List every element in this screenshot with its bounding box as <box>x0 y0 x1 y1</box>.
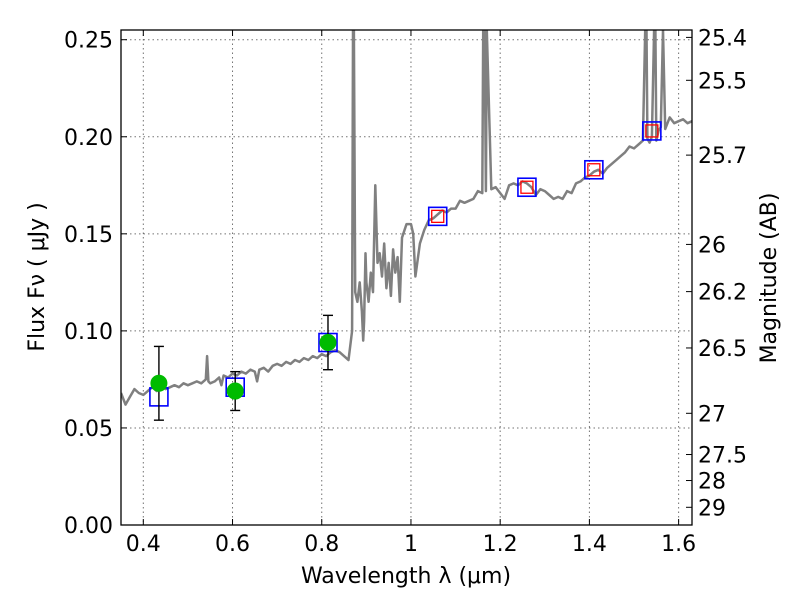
plot-area <box>121 30 692 421</box>
upper-limit-box <box>431 209 445 224</box>
y2-tick-label: 29 <box>698 496 726 521</box>
upper-limit-box <box>520 180 534 194</box>
y2-tick-label: 25.7 <box>698 144 747 169</box>
x-tick-label: 0.6 <box>215 532 250 557</box>
y2-tick-label: 27 <box>698 402 726 427</box>
model-photometry-box <box>584 159 604 180</box>
observed-flux-point <box>226 382 244 400</box>
y2-tick-label: 28 <box>698 470 726 495</box>
sed-model-line <box>121 30 692 406</box>
y-tick-label: 0.10 <box>64 320 113 345</box>
observed-flux-point <box>319 334 337 352</box>
axes: 0.4 0.6 0.8 1 1.2 1.4 1.6 0.00 0.05 0.10 0.15 0.20 0… <box>64 26 747 557</box>
x-tick-label: 1.2 <box>483 532 518 557</box>
y2-tick-label: 25.4 <box>698 26 747 51</box>
y-tick-label: 0.00 <box>64 514 113 539</box>
x-tick-label: 0.8 <box>304 532 339 557</box>
series-group <box>121 30 692 421</box>
model-photometry-box <box>517 177 537 198</box>
plot-frame <box>120 29 693 526</box>
y2-tick-label: 26 <box>698 233 726 258</box>
y-tick-label: 0.20 <box>64 126 113 151</box>
x-tick-label: 1 <box>404 532 418 557</box>
x-axis-label: Wavelength λ (μm) <box>301 564 511 589</box>
x-tick-label: 1.6 <box>661 532 696 557</box>
y-axis-label: Flux Fν ( μJy ) <box>25 202 50 351</box>
y2-tick-label: 27.5 <box>698 444 747 469</box>
upper-limit-box <box>587 163 601 177</box>
y2-tick-label: 26.5 <box>698 337 747 362</box>
observed-flux-point <box>150 374 168 392</box>
model-photometry-box <box>427 206 448 227</box>
y-tick-label: 0.25 <box>64 29 113 54</box>
y-tick-label: 0.15 <box>64 223 113 248</box>
y2-tick-label: 26.2 <box>698 281 747 306</box>
x-tick-label: 0.4 <box>126 532 161 557</box>
y2-axis-label: Magnitude (AB) <box>757 193 782 364</box>
upper-limit-box <box>645 124 659 138</box>
model-photometry-box <box>642 121 662 141</box>
x-tick-label: 1.4 <box>572 532 607 557</box>
y2-tick-label: 25.5 <box>698 69 747 94</box>
y-tick-label: 0.05 <box>64 417 113 442</box>
